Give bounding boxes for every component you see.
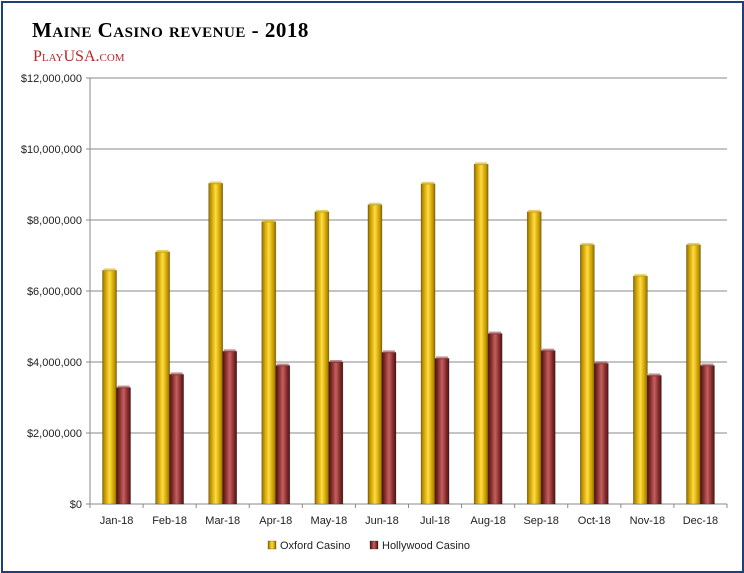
bar-cap bbox=[170, 372, 183, 376]
bar-hollywood-casino-jun-18 bbox=[381, 352, 397, 505]
bar-cap bbox=[489, 331, 502, 335]
x-tick-label: May-18 bbox=[311, 515, 348, 527]
source-brand: PlayUSA.com bbox=[33, 48, 125, 65]
bar-hollywood-casino-feb-18 bbox=[169, 374, 184, 505]
bar-cap bbox=[156, 249, 169, 253]
bar-hollywood-casino-nov-18 bbox=[647, 375, 662, 505]
x-tick-label: Jun-18 bbox=[365, 515, 399, 527]
bar-cap bbox=[103, 268, 116, 272]
bar-cap bbox=[223, 349, 236, 353]
bar-oxford-casino-jan-18 bbox=[102, 270, 117, 505]
bar-cap bbox=[701, 363, 714, 367]
y-tick-label: $0 bbox=[70, 499, 82, 511]
x-tick-label: Apr-18 bbox=[259, 515, 292, 527]
bar-cap bbox=[687, 242, 700, 246]
bar-oxford-casino-mar-18 bbox=[208, 183, 224, 505]
x-tick-label: Nov-18 bbox=[630, 515, 665, 527]
bar-cap bbox=[368, 202, 381, 206]
bar-cap bbox=[595, 361, 608, 365]
bar-oxford-casino-may-18 bbox=[314, 211, 330, 505]
chart-title: Maine Casino revenue - 2018 bbox=[32, 18, 309, 42]
bar-cap bbox=[475, 162, 488, 166]
y-tick-label: $6,000,000 bbox=[27, 286, 82, 298]
legend-label-hollywood-casino: Hollywood Casino bbox=[382, 540, 470, 552]
bar-cap bbox=[634, 274, 647, 278]
bar-oxford-casino-nov-18 bbox=[633, 275, 648, 505]
axes bbox=[86, 77, 728, 508]
x-tick-label: Dec-18 bbox=[683, 515, 718, 527]
legend-swatch-hollywood-casino bbox=[369, 540, 379, 550]
y-tick-label: $4,000,000 bbox=[27, 357, 82, 369]
x-tick-labels: Jan-18 Feb-18 Mar-18 Apr-18 May-18 Jun-18 Jul-… bbox=[100, 515, 718, 527]
bar-cap bbox=[209, 181, 222, 185]
x-tick-label: Jan-18 bbox=[100, 515, 134, 527]
bar-oxford-casino-dec-18 bbox=[686, 244, 701, 505]
bar-oxford-casino-sep-18 bbox=[526, 211, 542, 505]
bar-cap bbox=[542, 348, 555, 352]
legend-swatch-oxford-casino bbox=[267, 540, 277, 550]
bar-hollywood-casino-may-18 bbox=[328, 361, 344, 505]
x-tick-label: Aug-18 bbox=[470, 515, 505, 527]
bar-hollywood-casino-apr-18 bbox=[275, 365, 291, 505]
bar-cap bbox=[117, 385, 130, 389]
legend-label-oxford-casino: Oxford Casino bbox=[280, 540, 350, 552]
bar-oxford-casino-jul-18 bbox=[420, 183, 436, 505]
bar-oxford-casino-oct-18 bbox=[579, 244, 595, 505]
bar-cap bbox=[262, 219, 275, 223]
bar-oxford-casino-aug-18 bbox=[473, 163, 489, 505]
bar-cap bbox=[581, 242, 594, 246]
bar-hollywood-casino-jul-18 bbox=[434, 358, 450, 505]
y-tick-labels: $0 $2,000,000 $4,000,000 $6,000,000 $8,000,0… bbox=[21, 73, 82, 511]
bar-hollywood-casino-aug-18 bbox=[487, 333, 503, 505]
bar-cap bbox=[436, 356, 449, 360]
bar-hollywood-casino-dec-18 bbox=[700, 365, 715, 505]
bar-cap bbox=[315, 209, 328, 213]
x-tick-label: Sep-18 bbox=[523, 515, 558, 527]
x-tick-label: Mar-18 bbox=[205, 515, 240, 527]
bar-hollywood-casino-sep-18 bbox=[540, 350, 556, 505]
bar-cap bbox=[528, 209, 541, 213]
bar-cap bbox=[329, 360, 342, 363]
bar-oxford-casino-apr-18 bbox=[261, 221, 277, 505]
bar-hollywood-casino-oct-18 bbox=[593, 363, 609, 505]
bar-hollywood-casino-jan-18 bbox=[116, 387, 131, 505]
x-tick-label: Jul-18 bbox=[420, 515, 450, 527]
bar-oxford-casino-feb-18 bbox=[155, 251, 170, 505]
bar-cap bbox=[382, 350, 395, 354]
y-tick-label: $2,000,000 bbox=[27, 428, 82, 440]
gridlines bbox=[90, 77, 727, 434]
legend: Oxford Casino Hollywood Casino bbox=[267, 540, 470, 552]
y-tick-label: $8,000,000 bbox=[27, 215, 82, 227]
x-tick-label: Oct-18 bbox=[578, 515, 611, 527]
y-tick-label: $12,000,000 bbox=[21, 73, 82, 85]
bar-oxford-casino-jun-18 bbox=[367, 204, 383, 505]
y-tick-label: $10,000,000 bbox=[21, 144, 82, 156]
bar-cap bbox=[648, 373, 661, 377]
bar-cap bbox=[422, 181, 435, 185]
bar-cap bbox=[276, 363, 289, 367]
bar-hollywood-casino-mar-18 bbox=[222, 351, 238, 505]
x-tick-label: Feb-18 bbox=[152, 515, 187, 527]
bars bbox=[102, 162, 715, 505]
